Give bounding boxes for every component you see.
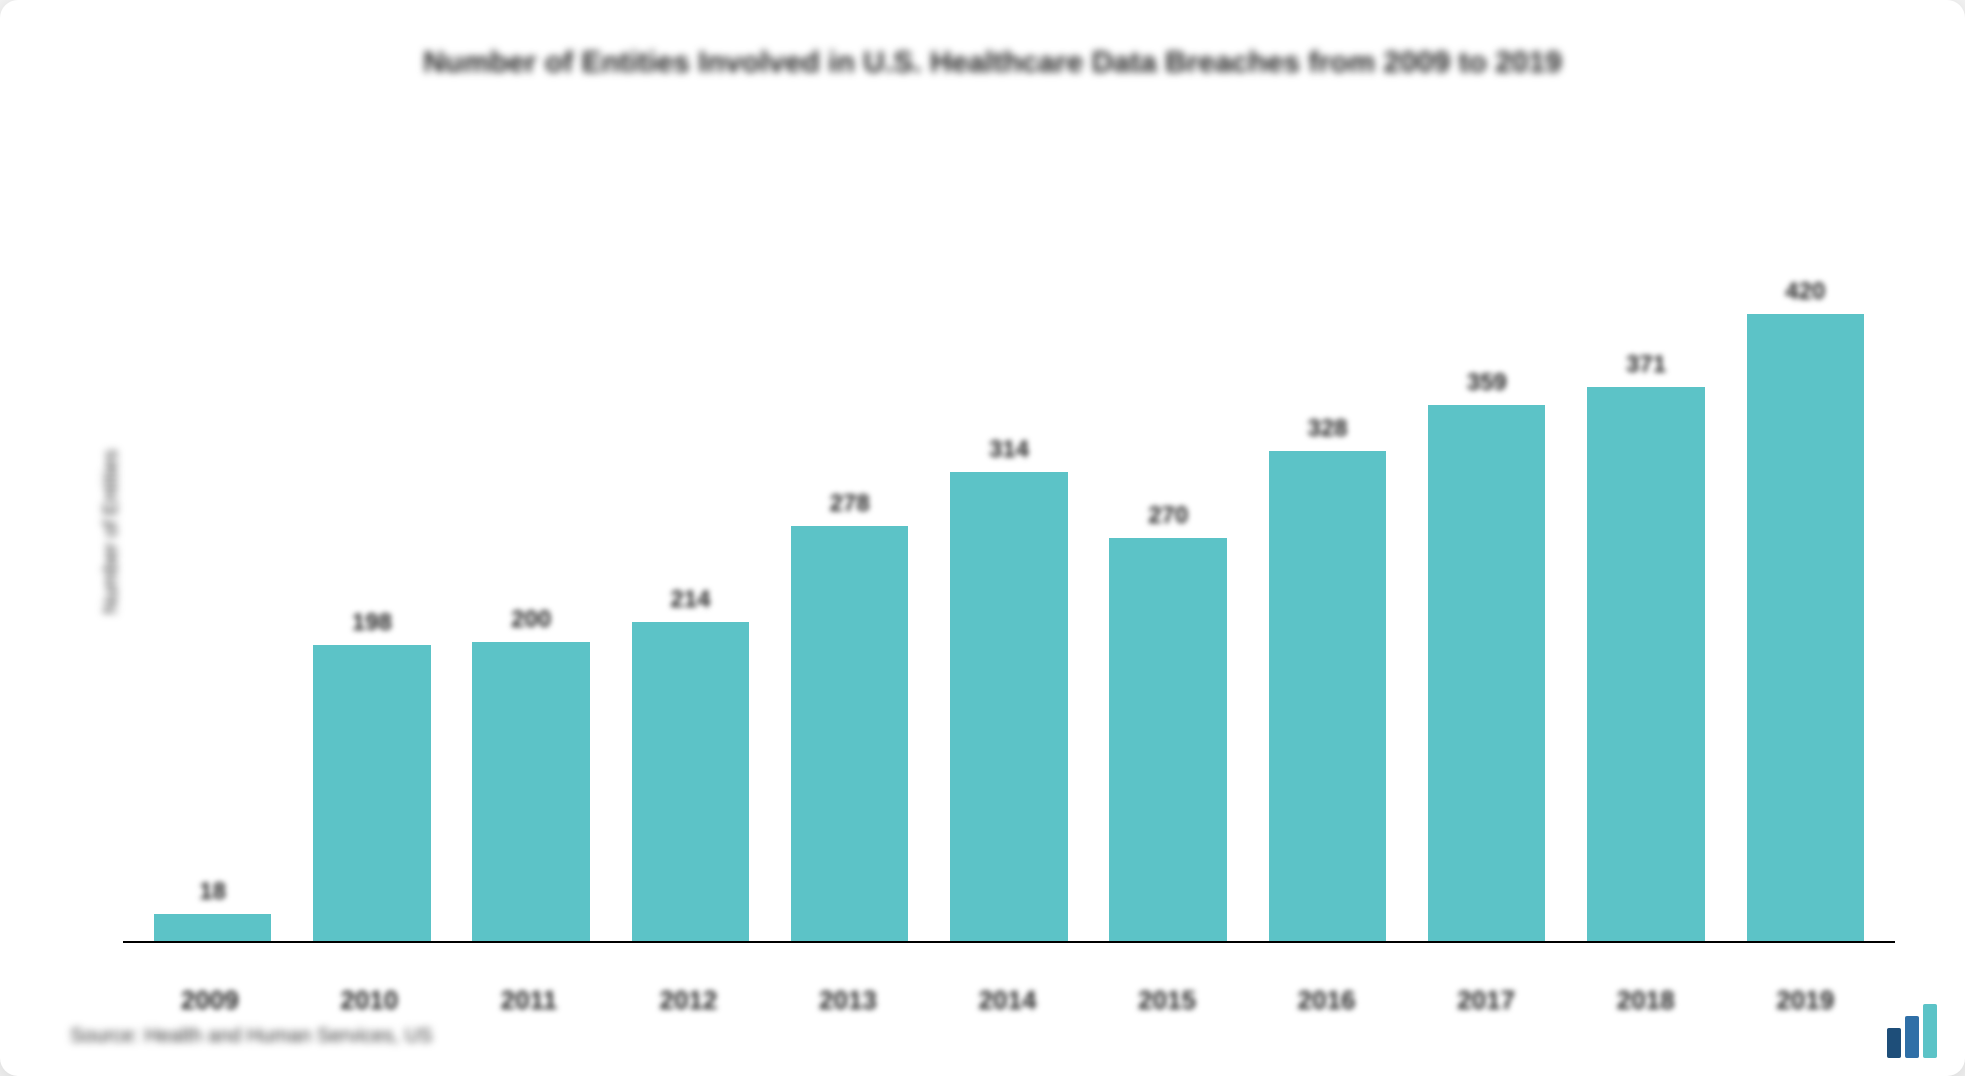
bar-rect xyxy=(1428,405,1545,941)
bar-rect xyxy=(1747,314,1864,941)
bar-value-label: 198 xyxy=(352,609,392,637)
y-axis-label: Number of Entities xyxy=(90,120,123,943)
bar-column: 214 xyxy=(619,120,762,941)
bar-value-label: 359 xyxy=(1467,369,1507,397)
x-axis-label: 2018 xyxy=(1574,985,1718,1016)
x-axis-label: 2011 xyxy=(457,985,601,1016)
bar-column: 278 xyxy=(778,120,921,941)
x-axis-label: 2010 xyxy=(298,985,442,1016)
x-axis-label: 2009 xyxy=(138,985,282,1016)
bar-rect xyxy=(950,472,1067,941)
bar-rect xyxy=(472,642,589,941)
x-axis-label: 2014 xyxy=(936,985,1080,1016)
bar-value-label: 371 xyxy=(1626,351,1666,379)
logo-bar-icon xyxy=(1923,1004,1937,1058)
bar-rect xyxy=(154,914,271,941)
x-axis-label: 2015 xyxy=(1095,985,1239,1016)
bar-column: 200 xyxy=(460,120,603,941)
bar-column: 314 xyxy=(937,120,1080,941)
bar-rect xyxy=(313,645,430,941)
bar-value-label: 314 xyxy=(989,436,1029,464)
brand-logo xyxy=(1887,1004,1937,1058)
logo-bar-icon xyxy=(1887,1028,1901,1058)
bar-column: 18 xyxy=(141,120,284,941)
x-axis-labels: 2009 2010 2011 2012 2013 2014 2015 2016 2017 2018… xyxy=(120,973,1895,1016)
x-axis-label: 2012 xyxy=(617,985,761,1016)
bar-value-label: 420 xyxy=(1785,278,1825,306)
bar-column: 371 xyxy=(1574,120,1717,941)
bar-value-label: 18 xyxy=(199,878,226,906)
bar-column: 420 xyxy=(1734,120,1877,941)
x-axis-label: 2016 xyxy=(1255,985,1399,1016)
bar-value-label: 214 xyxy=(670,586,710,614)
bar-value-label: 278 xyxy=(830,490,870,518)
x-axis-label: 2019 xyxy=(1733,985,1877,1016)
bar-rect xyxy=(1587,387,1704,941)
bar-rect xyxy=(632,622,749,941)
bar-column: 328 xyxy=(1256,120,1399,941)
bar-rect xyxy=(791,526,908,941)
bar-rect xyxy=(1109,538,1226,941)
logo-bar-icon xyxy=(1905,1016,1919,1058)
plot-area: Number of Entities 18 198 200 214 278 314 270 3… xyxy=(90,120,1895,943)
x-axis-label: 2017 xyxy=(1414,985,1558,1016)
bar-value-label: 328 xyxy=(1307,415,1347,443)
source-note: Source: Health and Human Services, US xyxy=(70,1025,432,1048)
bar-rect xyxy=(1269,451,1386,941)
bar-value-label: 200 xyxy=(511,606,551,634)
bars-container: 18 198 200 214 278 314 270 328 359 371 420 xyxy=(123,120,1895,943)
chart-title: Number of Entities Involved in U.S. Heal… xyxy=(90,46,1895,80)
bar-column: 359 xyxy=(1415,120,1558,941)
bar-column: 270 xyxy=(1097,120,1240,941)
x-axis-label: 2013 xyxy=(776,985,920,1016)
bar-value-label: 270 xyxy=(1148,502,1188,530)
chart-card: Number of Entities Involved in U.S. Heal… xyxy=(0,0,1965,1076)
bar-column: 198 xyxy=(300,120,443,941)
